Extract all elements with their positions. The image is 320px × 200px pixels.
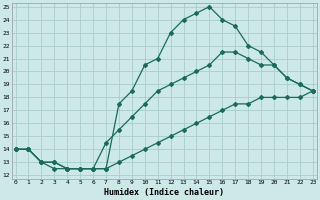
- X-axis label: Humidex (Indice chaleur): Humidex (Indice chaleur): [104, 188, 224, 197]
